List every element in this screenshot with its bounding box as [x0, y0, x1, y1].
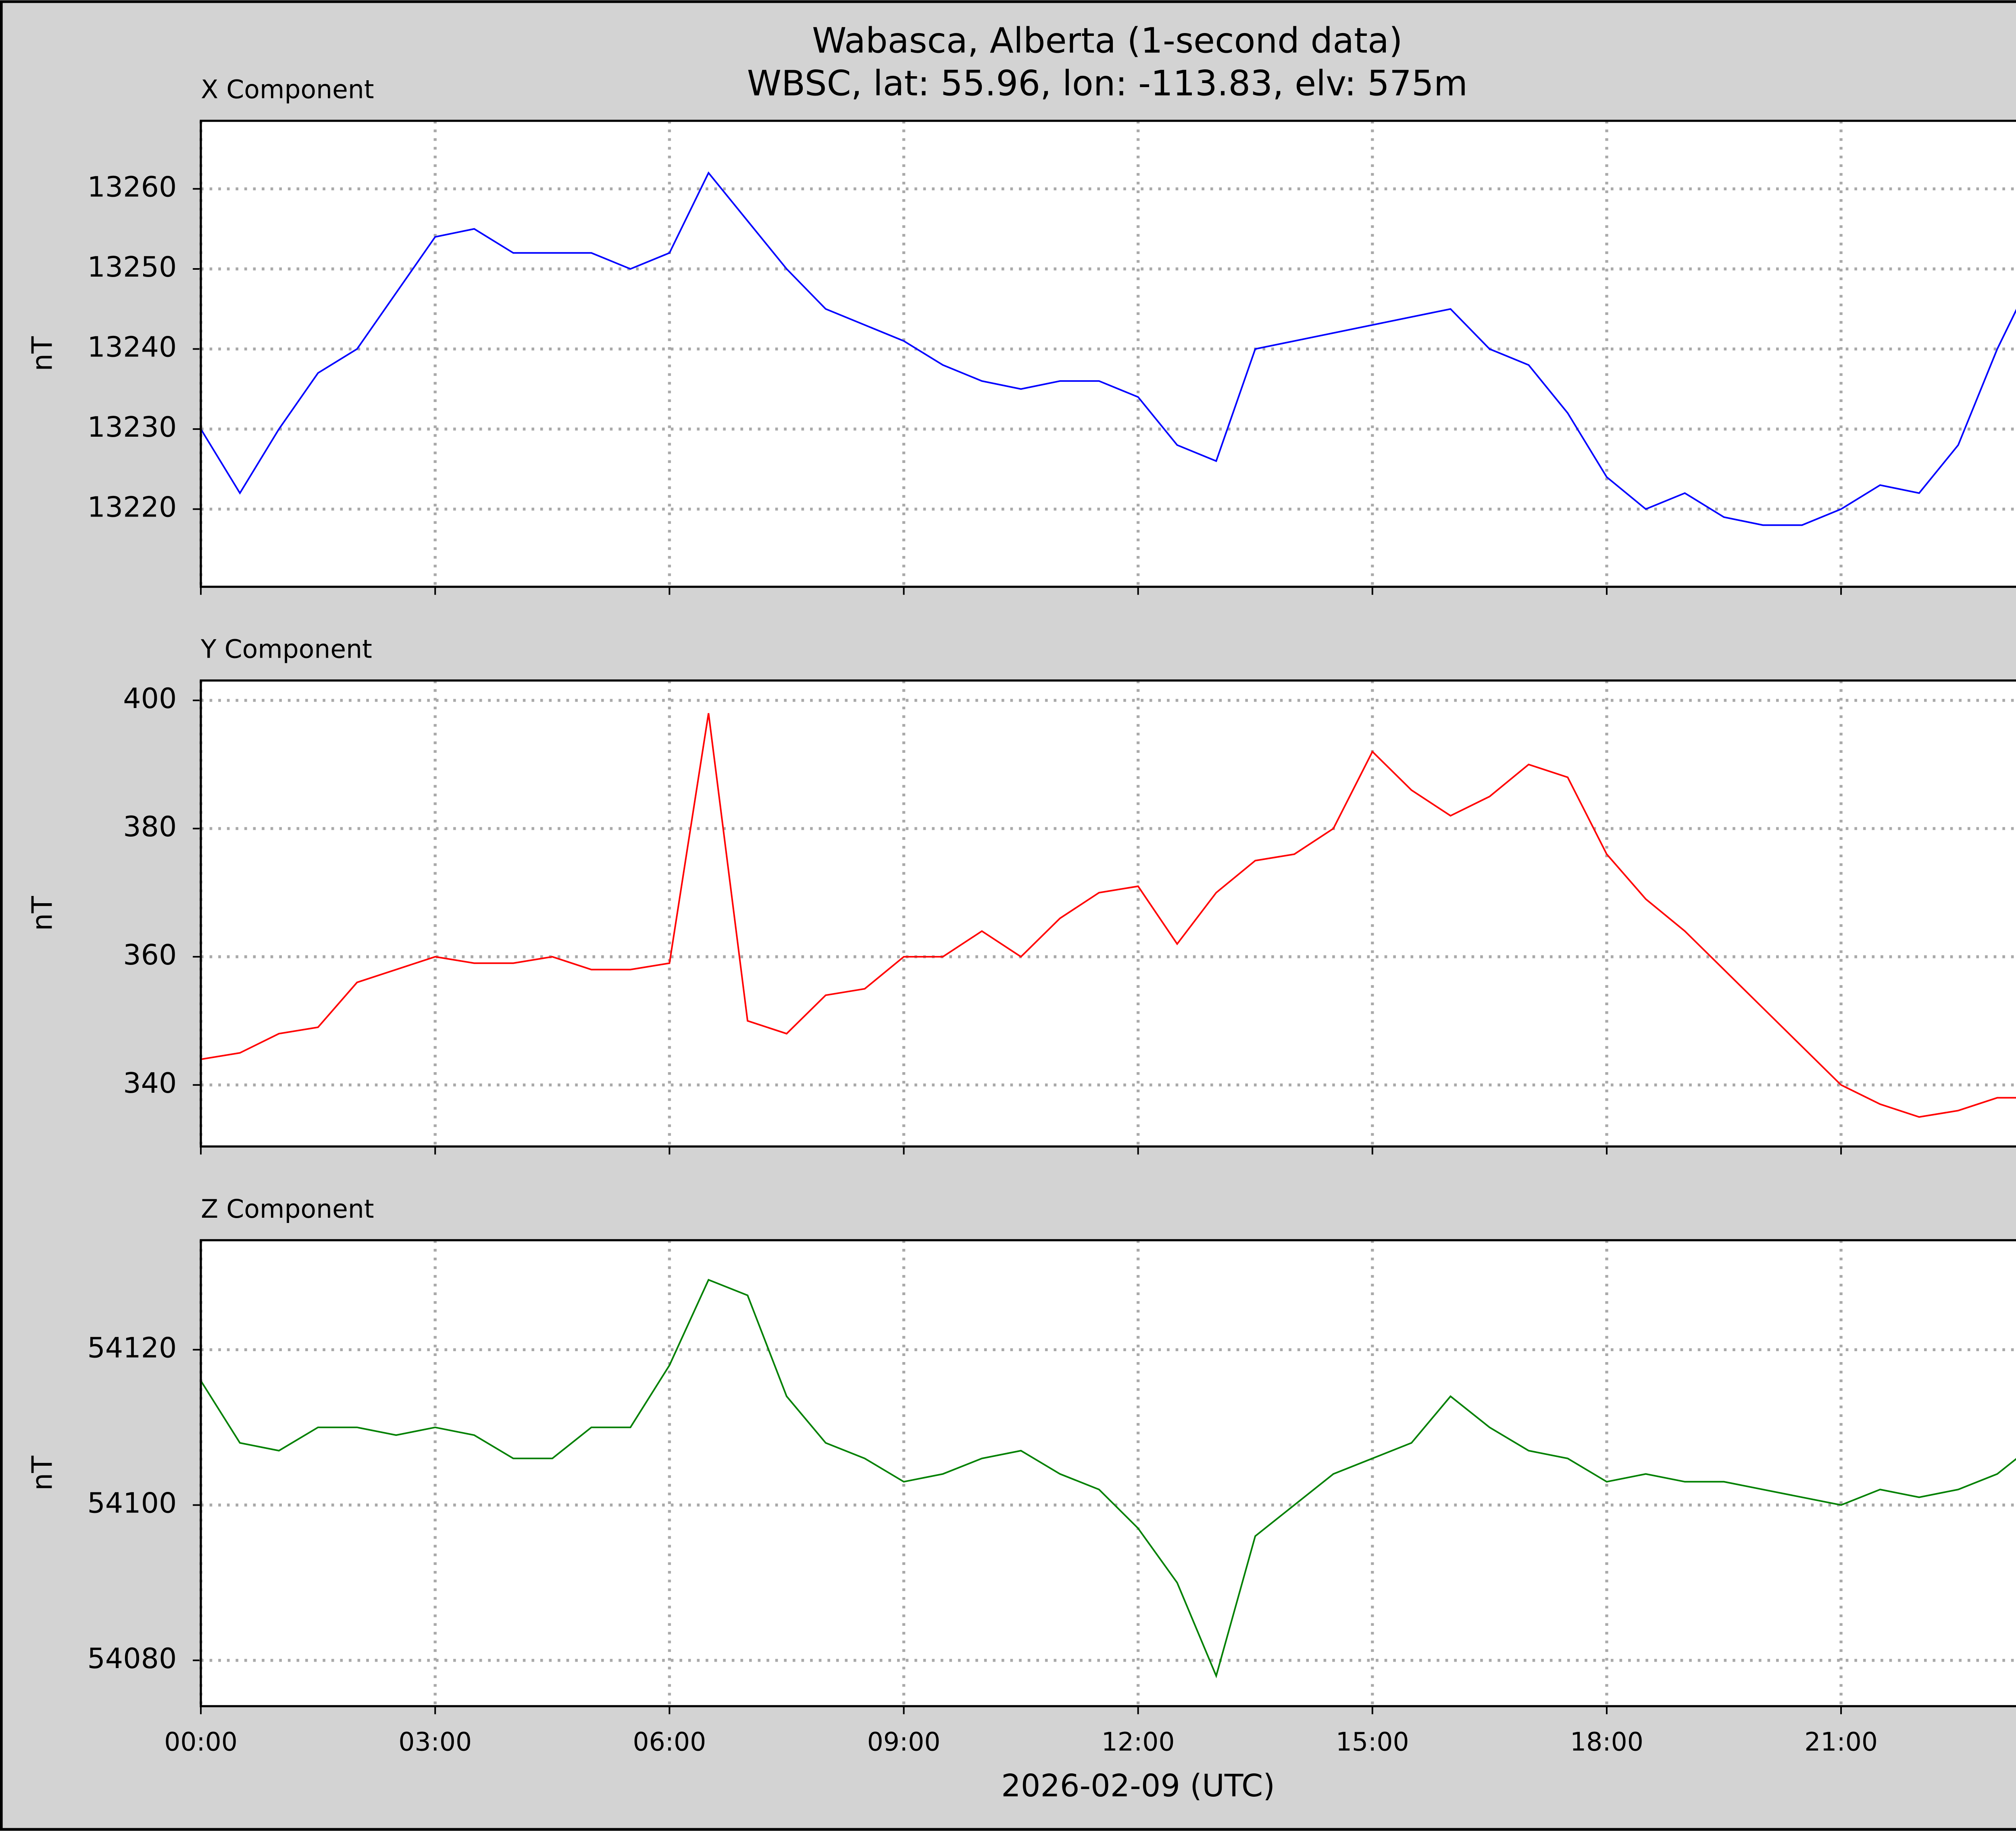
y-tick-label: 54100: [87, 1487, 177, 1520]
plot-area: [201, 680, 2016, 1147]
y-tick-label: 13220: [87, 491, 177, 524]
plot-frame: [200, 1239, 2016, 1708]
data-line: [200, 171, 2016, 526]
x-axis-label: 2026-02-09 (UTC): [1001, 1768, 1275, 1804]
y-tick-label: 13260: [87, 171, 177, 203]
x-tick-label: 18:00: [1570, 1727, 1643, 1756]
y-tick-label: 340: [123, 1067, 177, 1100]
x-tick-label: 06:00: [633, 1727, 706, 1756]
plot-frame: [200, 119, 2016, 588]
y-tick-label: 13230: [87, 411, 177, 444]
panel-title: Y Component: [200, 634, 372, 664]
figure-subtitle: WBSC, lat: 55.96, lon: -113.83, elv: 575…: [747, 64, 1468, 104]
y-tick-label: 380: [123, 810, 177, 843]
y-axis-label: nT: [26, 1456, 59, 1491]
plot-frame: [200, 679, 2016, 1148]
x-tick-label: 00:00: [164, 1727, 237, 1756]
y-tick-label: 13250: [87, 251, 177, 283]
y-tick-label: 54080: [87, 1642, 177, 1675]
x-tick-label: 12:00: [1102, 1727, 1175, 1756]
data-line: [200, 1279, 2016, 1679]
panel-title: Z Component: [201, 1194, 374, 1224]
figure-title: Wabasca, Alberta (1-second data): [812, 21, 1403, 61]
plot-area: [201, 121, 2016, 587]
panel-title: X Component: [201, 75, 374, 104]
y-tick-label: 400: [123, 682, 177, 715]
data-line: [200, 713, 2016, 1118]
x-tick-label: 09:00: [867, 1727, 941, 1756]
y-tick-label: 54120: [87, 1331, 177, 1364]
y-axis-label: nT: [26, 896, 59, 931]
y-axis-label: nT: [26, 336, 59, 371]
y-tick-label: 360: [123, 939, 177, 971]
plot-area: [201, 1240, 2016, 1706]
x-tick-label: 21:00: [1804, 1727, 1878, 1756]
x-tick-label: 03:00: [398, 1727, 472, 1756]
y-tick-label: 13240: [87, 331, 177, 364]
x-tick-label: 15:00: [1336, 1727, 1409, 1756]
